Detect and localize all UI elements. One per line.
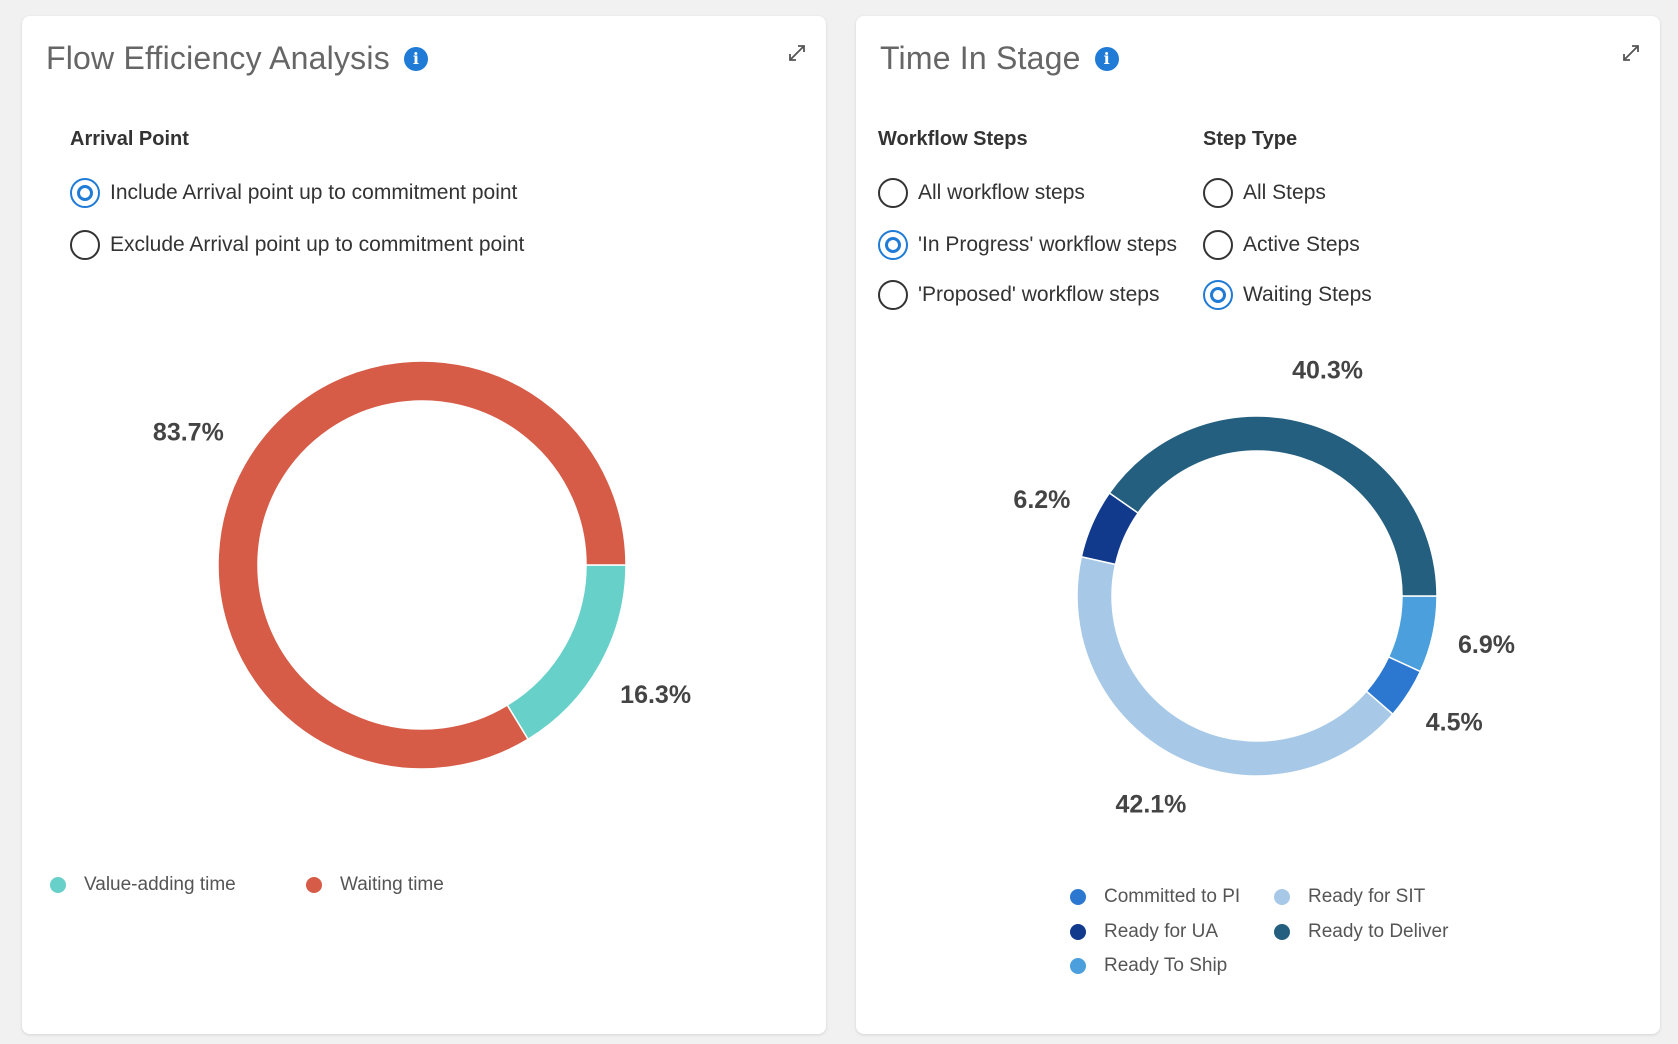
- waiting-steps-radio[interactable]: Waiting Steps: [1203, 280, 1372, 310]
- time-in-stage-donut-chart: 6.9% 4.5% 42.1% 6.2% 40.3%: [1013, 356, 1515, 818]
- radio-unchecked-icon[interactable]: [70, 230, 100, 260]
- info-icon[interactable]: i: [1094, 46, 1119, 71]
- step-type-label: Step Type: [1203, 128, 1298, 150]
- waiting-steps-label: Waiting Steps: [1243, 283, 1372, 306]
- info-icon[interactable]: i: [403, 46, 428, 71]
- legend-value-adding[interactable]: Value-adding time: [50, 874, 236, 896]
- in-progress-steps-radio[interactable]: 'In Progress' workflow steps: [878, 230, 1177, 260]
- slice-label-ready-to-deliver: 40.3%: [1292, 356, 1363, 384]
- in-progress-steps-label: 'In Progress' workflow steps: [918, 233, 1177, 256]
- legend-committed-to-pi-label: Committed to PI: [1104, 886, 1241, 907]
- flow-efficiency-card: Flow Efficiency Analysis i Arrival Point…: [22, 16, 826, 1034]
- include-arrival-label: Include Arrival point up to commitment p…: [110, 181, 518, 204]
- legend-committed-to-pi[interactable]: Committed to PI: [1070, 886, 1240, 908]
- donut-slice-ready-to-deliver[interactable]: [1108, 415, 1438, 597]
- slice-label-ready-for-sit: 42.1%: [1116, 790, 1187, 818]
- all-steps-label: All Steps: [1243, 181, 1326, 204]
- legend-value-adding-label: Value-adding time: [84, 874, 236, 895]
- radio-checked-icon[interactable]: [878, 230, 908, 260]
- legend-waiting[interactable]: Waiting time: [306, 874, 444, 896]
- arrival-point-label: Arrival Point: [70, 128, 189, 150]
- flow-efficiency-title: Flow Efficiency Analysis: [46, 40, 390, 76]
- slice-label-ready-for-ua: 6.2%: [1013, 486, 1070, 514]
- slice-label-committed-to-pi: 4.5%: [1426, 708, 1483, 736]
- radio-checked-icon[interactable]: [1203, 280, 1233, 310]
- legend-ready-for-sit-label: Ready for SIT: [1308, 886, 1426, 907]
- all-workflow-steps-radio[interactable]: All workflow steps: [878, 178, 1085, 208]
- all-steps-radio[interactable]: All Steps: [1203, 178, 1326, 208]
- proposed-steps-radio[interactable]: 'Proposed' workflow steps: [878, 280, 1159, 310]
- active-steps-radio[interactable]: Active Steps: [1203, 230, 1360, 260]
- legend-waiting-label: Waiting time: [340, 874, 444, 895]
- include-arrival-radio[interactable]: Include Arrival point up to commitment p…: [70, 178, 517, 208]
- radio-unchecked-icon[interactable]: [1203, 178, 1233, 208]
- legend-ready-to-deliver-label: Ready to Deliver: [1308, 921, 1449, 942]
- time-in-stage-card: Time In Stage i Workflow Steps Step Type…: [856, 16, 1660, 1034]
- slice-label-ready-to-ship: 6.9%: [1458, 631, 1515, 659]
- flow-efficiency-donut-chart: 16.3% 83.7%: [153, 360, 691, 770]
- legend-dot-icon: [1274, 889, 1290, 905]
- donut-slice-value-adding-time[interactable]: [506, 564, 627, 741]
- slice-label-waiting-time: 83.7%: [153, 418, 224, 446]
- time-in-stage-header: Time In Stage i: [880, 40, 1119, 77]
- legend-ready-to-ship[interactable]: Ready To Ship: [1070, 955, 1227, 977]
- flow-efficiency-header: Flow Efficiency Analysis i: [46, 40, 428, 77]
- donut-slice-ready-for-sit[interactable]: [1076, 555, 1394, 777]
- radio-checked-icon[interactable]: [70, 178, 100, 208]
- legend-dot-icon: [1070, 958, 1086, 974]
- expand-icon[interactable]: [786, 42, 808, 64]
- legend-ready-for-ua[interactable]: Ready for UA: [1070, 921, 1218, 943]
- radio-unchecked-icon[interactable]: [878, 178, 908, 208]
- legend-dot-icon: [50, 877, 66, 893]
- exclude-arrival-radio[interactable]: Exclude Arrival point up to commitment p…: [70, 230, 524, 260]
- expand-icon[interactable]: [1620, 42, 1642, 64]
- slice-label-value-adding-time: 16.3%: [620, 681, 691, 709]
- radio-unchecked-icon[interactable]: [878, 280, 908, 310]
- active-steps-label: Active Steps: [1243, 233, 1360, 256]
- legend-ready-to-ship-label: Ready To Ship: [1104, 955, 1228, 976]
- legend-dot-icon: [1070, 889, 1086, 905]
- all-workflow-steps-label: All workflow steps: [918, 181, 1085, 204]
- proposed-steps-label: 'Proposed' workflow steps: [918, 283, 1160, 306]
- legend-ready-for-sit[interactable]: Ready for SIT: [1274, 886, 1425, 908]
- workflow-steps-label: Workflow Steps: [878, 128, 1028, 150]
- legend-ready-to-deliver[interactable]: Ready to Deliver: [1274, 921, 1448, 943]
- legend-dot-icon: [1070, 924, 1086, 940]
- exclude-arrival-label: Exclude Arrival point up to commitment p…: [110, 233, 525, 256]
- time-in-stage-title: Time In Stage: [880, 40, 1081, 76]
- radio-unchecked-icon[interactable]: [1203, 230, 1233, 260]
- legend-dot-icon: [306, 877, 322, 893]
- legend-dot-icon: [1274, 924, 1290, 940]
- legend-ready-for-ua-label: Ready for UA: [1104, 921, 1219, 942]
- donut-slice-waiting-time[interactable]: [217, 360, 627, 770]
